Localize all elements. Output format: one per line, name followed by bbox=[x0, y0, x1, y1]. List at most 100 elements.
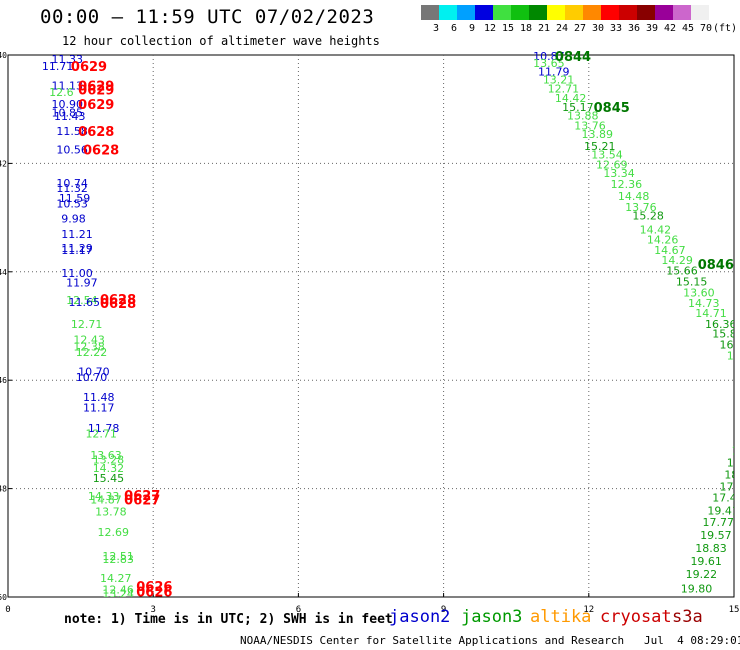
wave-height-label: 12.69 bbox=[98, 526, 130, 539]
pass-time-label: 0628 bbox=[100, 293, 136, 308]
wave-height-label: 11.59 bbox=[59, 192, 91, 205]
wave-height-label: 1 bbox=[732, 445, 739, 458]
wave-height-label: 14.87 bbox=[90, 493, 122, 506]
wave-height-label: 15 bbox=[727, 349, 740, 362]
wave-height-label: 11.43 bbox=[54, 110, 85, 123]
pass-time-label: 0846 bbox=[698, 258, 734, 273]
pass-time-label: 0626 bbox=[136, 580, 172, 595]
wave-height-label: 13.34 bbox=[603, 167, 635, 180]
wave-height-label: 11.13 bbox=[52, 79, 83, 92]
wave-height-label: 12.71 bbox=[85, 427, 117, 440]
wave-height-label: 13.89 bbox=[582, 128, 614, 141]
wave-height-label: 12.51 bbox=[102, 550, 134, 563]
pass-time-label: 0628 bbox=[100, 297, 136, 312]
scale-swatch bbox=[547, 5, 565, 20]
wave-height-label: 11.48 bbox=[83, 391, 115, 404]
wave-height-label: 9.98 bbox=[61, 213, 86, 226]
wave-height-label: 13.21 bbox=[543, 73, 575, 86]
wave-height-label: 13.65 bbox=[533, 57, 565, 70]
wave-height-label: 19.57 bbox=[700, 529, 732, 542]
wave-height-label: 19.61 bbox=[690, 555, 722, 568]
wave-height-label: 10.53 bbox=[56, 198, 88, 211]
scale-label: 27 bbox=[573, 23, 587, 34]
satellite-jason2: jason2 bbox=[389, 607, 451, 627]
wave-height-label: 14.48 bbox=[618, 190, 650, 203]
wave-height-label: 13.24 bbox=[102, 588, 134, 601]
wave-height-label: 10.70 bbox=[76, 371, 108, 384]
scale-label: 39 bbox=[645, 23, 659, 34]
scale-swatch bbox=[583, 5, 601, 20]
pass-time-label: 0627 bbox=[124, 493, 160, 508]
scale-swatch bbox=[601, 5, 619, 20]
pass-time-label: 0629 bbox=[78, 79, 114, 94]
pass-time-label: 0629 bbox=[78, 84, 114, 99]
scale-swatch bbox=[619, 5, 637, 20]
wave-height-label: 12.46 bbox=[102, 583, 134, 596]
scale-label: 45 bbox=[681, 23, 695, 34]
wave-height-label: 10.87 bbox=[533, 50, 565, 63]
wave-height-label: 10.70 bbox=[78, 366, 110, 379]
latitude-tick-label: -46 bbox=[0, 376, 7, 385]
wave-height-label: 12.43 bbox=[73, 334, 105, 347]
scale-label: 6 bbox=[450, 23, 458, 34]
longitude-tick-label: 9 bbox=[441, 605, 446, 615]
wave-height-label: 14.73 bbox=[688, 297, 720, 310]
scale-swatch bbox=[565, 5, 583, 20]
scale-unit: (ft) bbox=[713, 23, 738, 34]
pass-time-label: 0628 bbox=[78, 125, 114, 140]
wave-height-label: 13.54 bbox=[591, 149, 623, 162]
scale-swatch bbox=[421, 5, 439, 20]
wave-height-label: 14.67 bbox=[654, 244, 686, 257]
scale-label: 30 bbox=[591, 23, 605, 34]
latitude-tick-label: -44 bbox=[0, 268, 7, 277]
wave-height-label: 15.17 bbox=[562, 101, 594, 114]
wave-height-label: 15.15 bbox=[676, 276, 708, 289]
wave-height-label: 11.17 bbox=[83, 401, 115, 414]
satellite-jason3: jason3 bbox=[461, 607, 523, 627]
wave-height-label: 15.84 bbox=[712, 328, 740, 341]
wave-height-label: 19.41 bbox=[707, 504, 739, 517]
wave-height-label: 14.29 bbox=[661, 254, 693, 267]
wave-height-label: 12.71 bbox=[71, 318, 103, 331]
wave-height-label: 14.42 bbox=[640, 224, 672, 237]
wave-height-label: 17.8 bbox=[719, 480, 740, 493]
scale-swatch bbox=[475, 5, 493, 20]
wave-height-label: 10.56 bbox=[56, 143, 88, 156]
wave-height-label: 16.1 bbox=[719, 338, 740, 351]
scale-label: 12 bbox=[483, 23, 497, 34]
scale-label: 21 bbox=[537, 23, 551, 34]
pass-time-label: 0629 bbox=[78, 98, 114, 113]
longitude-tick-label: 3 bbox=[150, 605, 155, 615]
page-title: 00:00 – 11:59 UTC 07/02/2023 bbox=[40, 6, 375, 28]
pass-time-label: 0844 bbox=[555, 50, 591, 65]
scale-label: 3 bbox=[432, 23, 440, 34]
wave-height-label: 19.80 bbox=[681, 582, 713, 595]
wave-height-label: 11.32 bbox=[56, 182, 88, 195]
longitude-tick-label: 12 bbox=[583, 605, 594, 615]
scale-label: 9 bbox=[468, 23, 476, 34]
latitude-tick-label: -48 bbox=[0, 485, 7, 494]
wave-height-label: 15.21 bbox=[584, 140, 616, 153]
wave-height-label: 14.26 bbox=[647, 233, 679, 246]
pass-time-label: 0627 bbox=[124, 489, 160, 504]
scale-swatch bbox=[637, 5, 655, 20]
wave-height-label: 10.90 bbox=[52, 98, 83, 111]
latitude-tick-label: -42 bbox=[0, 159, 7, 168]
map-frame bbox=[7, 54, 735, 598]
wave-height-label: 11.17 bbox=[61, 244, 93, 257]
wave-height-label: 12.38 bbox=[73, 341, 105, 354]
footnote: note: 1) Time is in UTC; 2) SWH is in fe… bbox=[64, 612, 393, 627]
wave-height-label: 11.78 bbox=[88, 422, 120, 435]
latitude-tick-label: -50 bbox=[0, 593, 7, 602]
pass-time-label: 0629 bbox=[71, 60, 107, 75]
wave-height-label: 12.36 bbox=[611, 178, 643, 191]
wave-height-label: 12.6 bbox=[49, 86, 74, 99]
wave-height-label: 11.58 bbox=[56, 125, 88, 138]
wave-height-label: 12.54 bbox=[66, 294, 98, 307]
scale-label: 36 bbox=[627, 23, 641, 34]
wave-height-label: 13.76 bbox=[574, 119, 606, 132]
scale-swatch bbox=[691, 5, 709, 20]
scale-label: 70 bbox=[699, 23, 713, 34]
wave-height-label: 19.22 bbox=[686, 568, 718, 581]
